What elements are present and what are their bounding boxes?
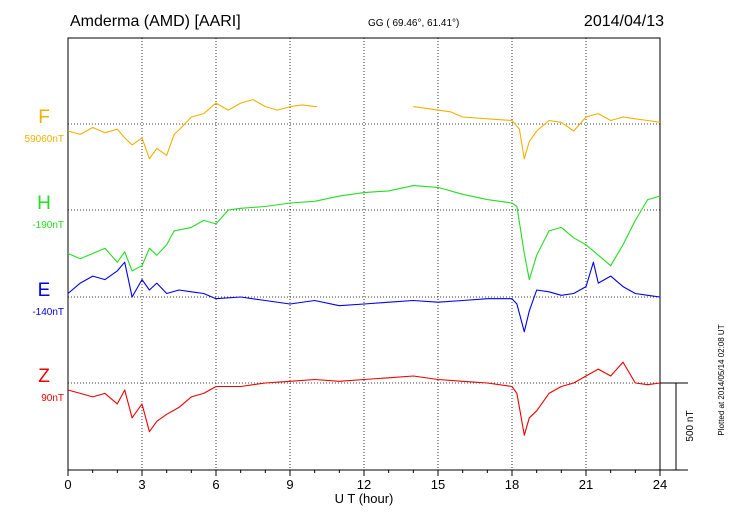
x-tick-label: 24 <box>653 477 667 492</box>
series-name-f: F <box>38 107 50 128</box>
series-line-e <box>67 261 661 333</box>
plot-date: 2014/04/13 <box>584 13 664 30</box>
series-line-h <box>67 185 661 281</box>
series-name-e: E <box>38 280 51 301</box>
plotted-timestamp: Plotted at 2014/05/14 02:08 UT <box>717 324 726 435</box>
x-tick-label: 18 <box>505 477 519 492</box>
x-tick-label: 21 <box>579 477 593 492</box>
x-tick-label: 6 <box>212 477 219 492</box>
x-axis-ticks: 0 3 6 9 12 15 18 21 24 <box>64 470 667 492</box>
series-line-f <box>67 99 661 160</box>
series-line-z <box>67 361 661 436</box>
series-baseline-h: -190nT <box>32 220 64 231</box>
x-tick-label: 15 <box>431 477 445 492</box>
x-tick-label: 12 <box>357 477 371 492</box>
series-labels: F 59060nT H -190nT E -140nT Z 90nT <box>25 107 64 404</box>
scale-bar-label: 500 nT <box>685 410 696 441</box>
series-baseline-z: 90nT <box>41 393 64 404</box>
x-axis-label: U T (hour) <box>335 491 394 506</box>
scale-bar: 500 nT <box>660 382 696 471</box>
grid-lines <box>68 38 660 470</box>
x-tick-label: 0 <box>64 477 71 492</box>
x-tick-label: 9 <box>286 477 293 492</box>
series-name-z: Z <box>38 366 50 387</box>
station-title: Amderma (AMD) [AARI] <box>70 13 241 30</box>
x-tick-label: 3 <box>138 477 145 492</box>
series-name-h: H <box>37 193 51 214</box>
series-baseline-f: 59060nT <box>25 134 64 145</box>
station-coordinates: GG ( 69.46°, 61.41°) <box>368 18 459 29</box>
series-traces <box>67 99 661 436</box>
series-baseline-e: -140nT <box>32 307 64 318</box>
